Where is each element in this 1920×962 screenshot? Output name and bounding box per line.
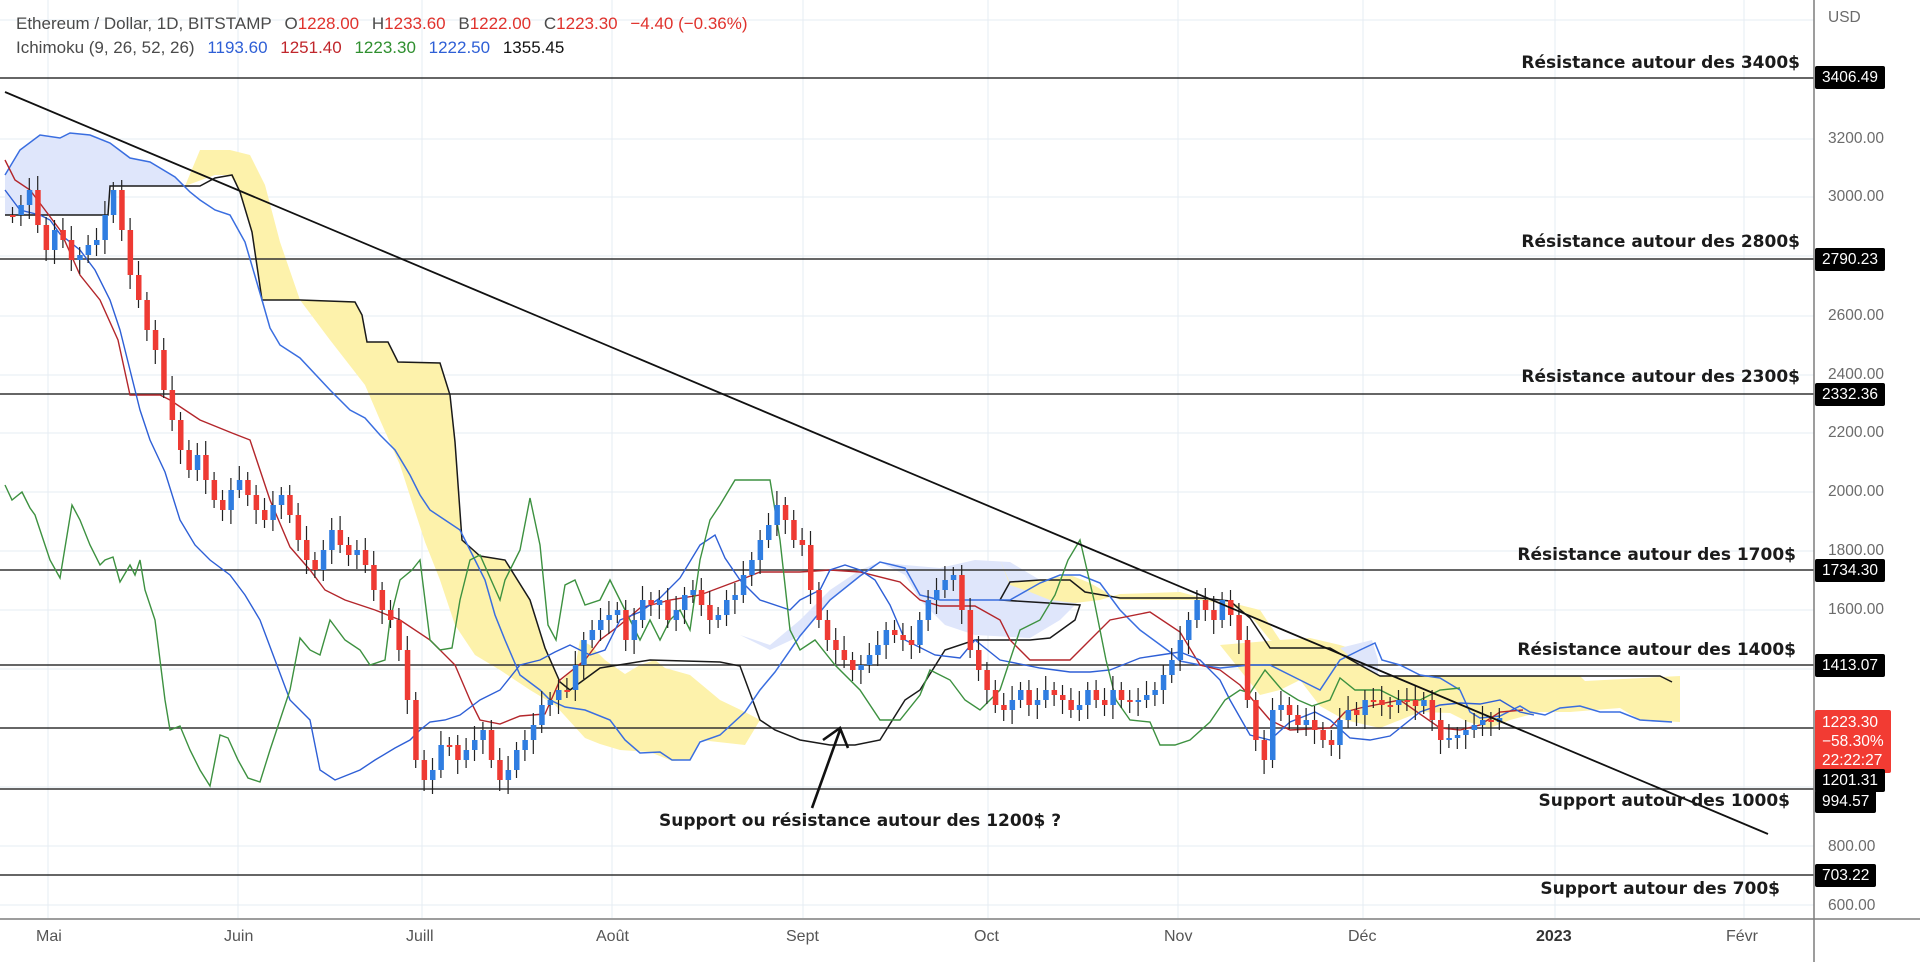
ichimoku-senkou-a-value: 1222.50 xyxy=(428,38,491,57)
open-value: 1228.00 xyxy=(297,14,360,33)
annotation-resistance-3400[interactable]: Résistance autour des 3400$ xyxy=(1521,53,1800,73)
month-label: Juill xyxy=(406,928,434,945)
level-tag-2332: 2332.36 xyxy=(1815,383,1886,406)
level-tag-1413: 1413.07 xyxy=(1815,654,1886,677)
price-tick: 2600.00 xyxy=(1828,307,1885,324)
symbol-title[interactable]: Ethereum / Dollar, 1D, BITSTAMP xyxy=(16,14,272,33)
level-tag-1201: 1201.31 xyxy=(1815,769,1886,792)
close-value: 1223.30 xyxy=(556,14,618,33)
current-price-tag: 1223.30 −58.30% 22:22:27 xyxy=(1815,710,1891,773)
low-value: 1222.00 xyxy=(469,14,532,33)
tenkan-line xyxy=(4,189,1535,781)
price-tick: 1800.00 xyxy=(1828,542,1885,559)
open-label: O xyxy=(284,14,298,33)
month-label: Mai xyxy=(36,928,62,945)
legend-indicator-row: Ichimoku (9, 26, 52, 26) 1193.60 1251.40… xyxy=(16,36,756,60)
price-tick: 1600.00 xyxy=(1828,601,1885,618)
ichimoku-senkou-b-value: 1355.45 xyxy=(502,38,565,57)
annotation-resistance-1700[interactable]: Résistance autour des 1700$ xyxy=(1517,545,1796,565)
chikou-line xyxy=(4,479,1461,788)
legend-symbol-row: Ethereum / Dollar, 1D, BITSTAMP O1228.00… xyxy=(16,12,756,36)
candlesticks[interactable] xyxy=(10,176,1503,794)
annotation-resistance-2800[interactable]: Résistance autour des 2800$ xyxy=(1521,232,1800,252)
month-label: Déc xyxy=(1348,928,1377,945)
month-label: Août xyxy=(596,928,629,945)
ichimoku-kijun-value: 1251.40 xyxy=(280,38,342,57)
close-label: C xyxy=(543,14,557,33)
indicator-title[interactable]: Ichimoku (9, 26, 52, 26) xyxy=(16,38,195,57)
ichimoku-tenkan-value: 1193.60 xyxy=(207,38,268,57)
low-label: B xyxy=(458,14,470,33)
price-tick: 2400.00 xyxy=(1828,366,1885,383)
level-tag-1734: 1734.30 xyxy=(1815,559,1886,582)
annotation-resistance-1400[interactable]: Résistance autour des 1400$ xyxy=(1517,640,1796,660)
level-lines[interactable] xyxy=(0,77,1814,876)
annotation-resistance-2300[interactable]: Résistance autour des 2300$ xyxy=(1521,367,1800,387)
arrow-annotation[interactable] xyxy=(810,725,850,809)
descending-trendline[interactable] xyxy=(4,91,1769,835)
month-label: Nov xyxy=(1164,928,1193,945)
annotation-support-1000[interactable]: Support autour des 1000$ xyxy=(1538,791,1790,811)
bar-countdown: 22:22:27 xyxy=(1822,752,1883,769)
price-tick: 600.00 xyxy=(1828,897,1876,914)
chart-legend: Ethereum / Dollar, 1D, BITSTAMP O1228.00… xyxy=(16,12,756,60)
level-tag-3406: 3406.49 xyxy=(1815,66,1886,89)
price-tick: 2000.00 xyxy=(1828,483,1885,500)
high-value: 1233.60 xyxy=(384,14,446,33)
month-label: Sept xyxy=(786,928,819,945)
month-label: Oct xyxy=(974,928,999,945)
annotation-support-700[interactable]: Support autour des 700$ xyxy=(1540,879,1780,899)
price-tick: 2200.00 xyxy=(1828,424,1885,441)
change-value: −4.40 (−0.36%) xyxy=(630,14,748,33)
month-label: Févr xyxy=(1726,928,1758,945)
level-tag-2790: 2790.23 xyxy=(1815,248,1886,271)
year-label: 2023 xyxy=(1536,928,1572,945)
ichimoku-chikou-value: 1223.30 xyxy=(354,38,416,57)
price-tick: 800.00 xyxy=(1828,838,1876,855)
current-change: −58.30% xyxy=(1822,733,1884,750)
level-tag-703: 703.22 xyxy=(1815,864,1877,887)
month-label: Juin xyxy=(224,928,254,945)
level-tag-994: 994.57 xyxy=(1815,790,1877,813)
current-price: 1223.30 xyxy=(1822,714,1879,731)
senkou-a-line xyxy=(4,132,1673,761)
price-tick: 3200.00 xyxy=(1828,130,1885,147)
annotation-question-1200[interactable]: Support ou résistance autour des 1200$ ? xyxy=(659,811,1062,831)
price-tick: 3000.00 xyxy=(1828,188,1885,205)
high-label: H xyxy=(371,14,385,33)
currency-label: USD xyxy=(1828,9,1861,26)
horizontal-grid xyxy=(0,19,1814,906)
senkou-b-line xyxy=(5,174,1673,746)
